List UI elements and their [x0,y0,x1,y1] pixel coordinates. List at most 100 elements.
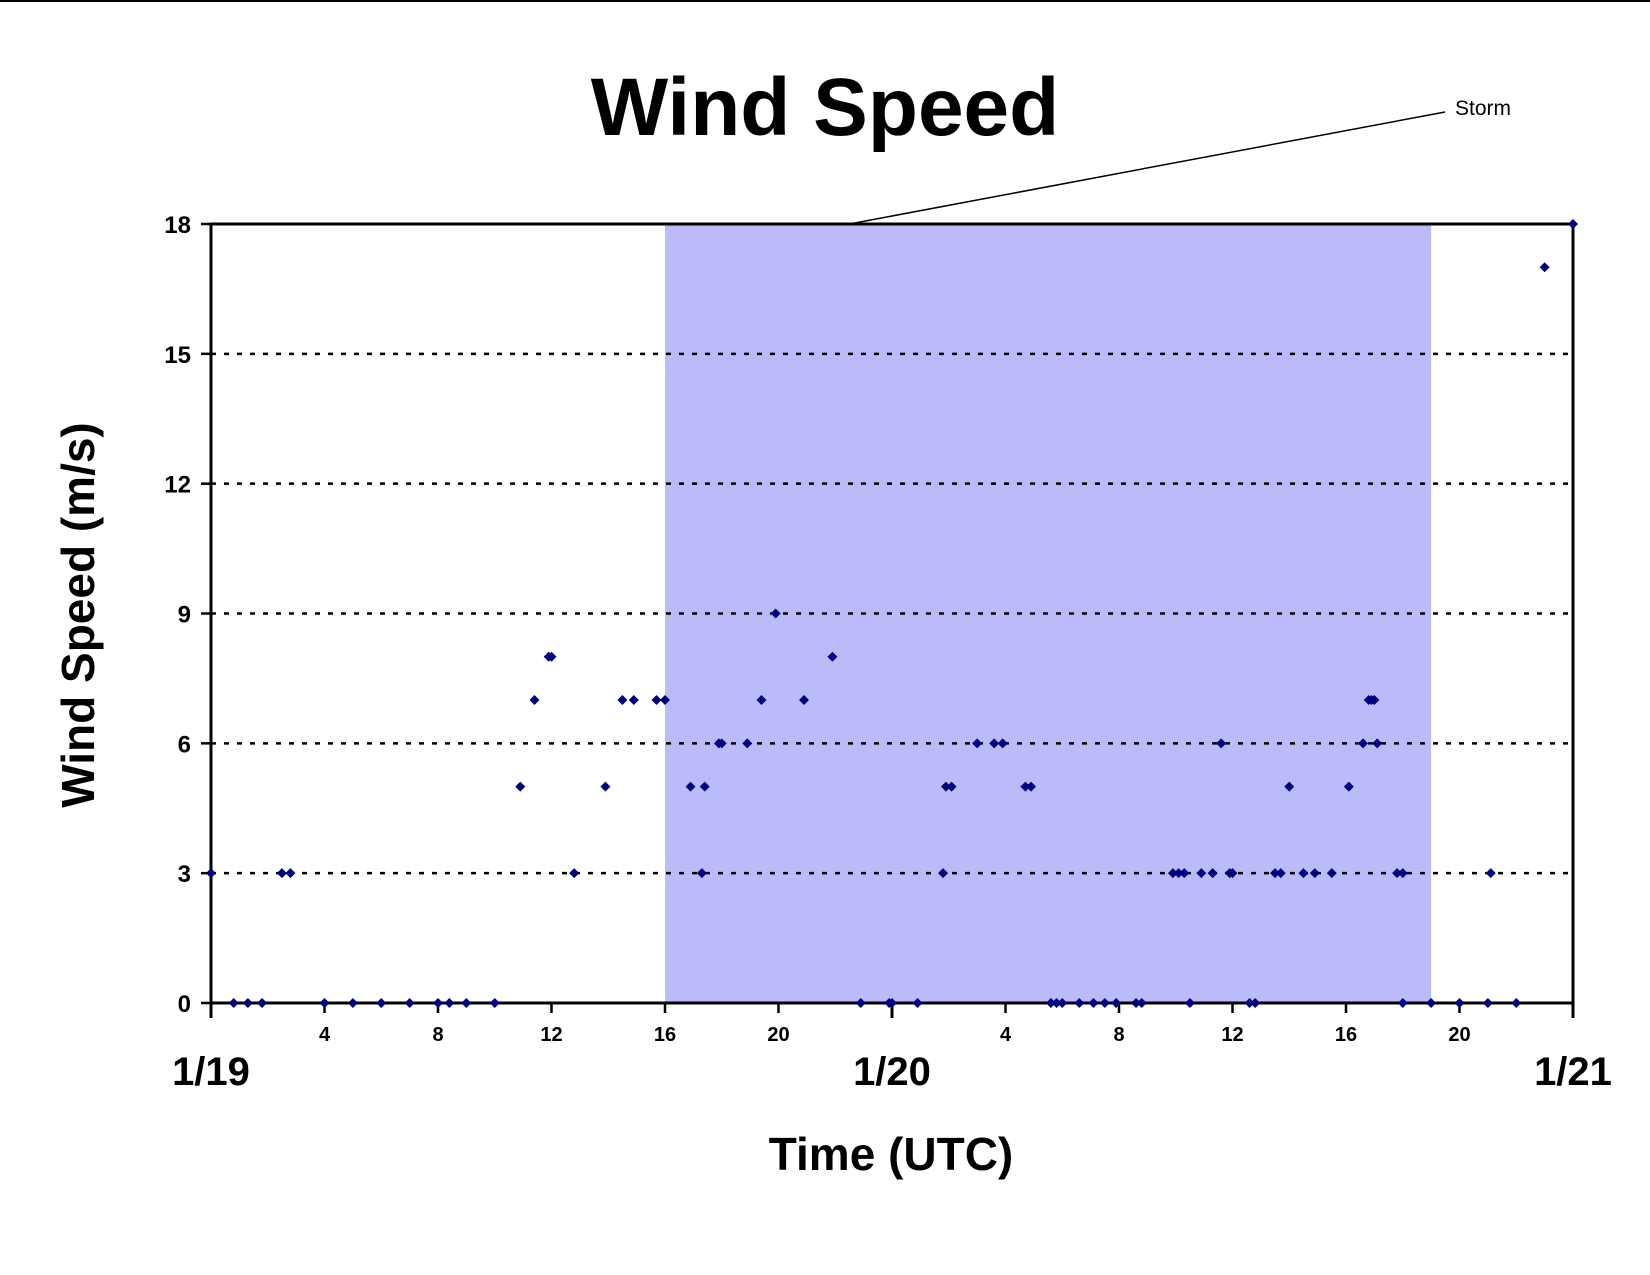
x-date-label: 1/21 [1534,1050,1612,1094]
x-axis-ticks: 4 8 12 16 20 4 8 12 16 20 1/19 1/20 1/21 [172,1003,1612,1094]
x-hour-label: 20 [1448,1024,1470,1046]
data-point [617,695,628,706]
data-point [1136,998,1147,1008]
data-point [938,868,949,879]
x-date-label: 1/19 [172,1050,250,1094]
y-tick-label: 15 [164,342,191,369]
data-point [1088,998,1099,1008]
data-point [546,651,557,662]
data-point [515,781,526,792]
data-point [972,738,983,749]
x-date-label: 1/20 [853,1050,931,1094]
data-point [946,781,957,792]
data-point [1173,868,1184,879]
data-point [242,998,253,1008]
y-tick-label: 12 [164,472,191,499]
data-point [1568,219,1578,229]
data-point [1539,262,1550,273]
top-border-rule [0,0,1650,2]
data-point [1397,868,1408,879]
storm-annotation-label: Storm [1455,97,1511,120]
x-hour-label: 8 [1113,1024,1124,1046]
data-point [1196,868,1207,879]
data-point [1511,998,1522,1008]
plot-area: 0 3 6 9 12 15 18 4 8 12 16 20 4 8 12 16 20 1/19 1/20 1/21 [164,212,1612,1094]
data-point [989,738,1000,749]
data-point [660,695,670,706]
data-point [1485,868,1496,879]
data-point [489,998,500,1008]
data-point [1244,998,1255,1008]
data-point [285,868,296,879]
data-point [257,998,268,1008]
data-point [1270,868,1281,879]
data-point [600,781,611,792]
data-point [319,998,330,1008]
data-point [1026,781,1037,792]
data-point [855,998,866,1008]
data-point [1099,998,1110,1008]
data-point [1227,868,1238,879]
data-point [651,695,662,706]
data-point [228,998,239,1008]
data-point [569,868,580,879]
data-point [770,608,781,619]
data-point [1298,868,1309,879]
data-point [1275,868,1286,879]
data-point [1045,998,1056,1008]
data-point [1111,998,1122,1008]
data-point [716,738,727,749]
data-point [347,998,358,1008]
data-point [887,998,897,1008]
data-point [461,998,472,1008]
data-point [685,781,696,792]
data-point [529,695,540,706]
data-point [1216,738,1227,749]
x-axis-label: Time (UTC) [769,1128,1014,1180]
data-point [1074,998,1085,1008]
data-point [376,998,387,1008]
x-hour-label: 16 [1335,1024,1357,1046]
chart-title: Wind Speed [591,62,1060,153]
data-point [1284,781,1295,792]
data-point [1326,868,1337,879]
data-point [1207,868,1218,879]
y-tick-label: 0 [178,991,191,1018]
x-hour-label: 12 [1221,1024,1243,1046]
data-points [206,219,1578,1008]
data-point [997,738,1008,749]
data-point [444,998,455,1008]
data-point [1343,781,1354,792]
x-hour-label: 20 [767,1024,789,1046]
y-axis-label: Wind Speed (m/s) [52,422,104,808]
data-point [276,868,287,879]
x-hour-label: 12 [540,1024,562,1046]
data-point [1426,998,1437,1008]
data-point [742,738,753,749]
y-tick-label: 6 [178,731,191,758]
data-point [699,781,710,792]
data-point [1184,998,1195,1008]
data-point [799,695,810,706]
x-hour-label: 16 [654,1024,676,1046]
data-point [433,998,443,1008]
data-point [404,998,415,1008]
data-point [1369,695,1380,706]
data-point [1397,998,1408,1008]
data-point [756,695,767,706]
data-point [912,998,923,1008]
data-point [1179,868,1190,879]
storm-annotation-leader [849,111,1446,225]
data-point [1358,738,1369,749]
data-point [628,695,639,706]
data-point [206,868,216,879]
x-hour-label: 4 [319,1024,331,1046]
data-point [1250,998,1261,1008]
y-gridlines [211,352,1573,875]
data-point [1454,998,1465,1008]
data-point [940,781,951,792]
y-tick-label: 9 [178,602,191,629]
data-point [1131,998,1142,1008]
data-point [1482,998,1493,1008]
x-hour-label: 8 [432,1024,443,1046]
